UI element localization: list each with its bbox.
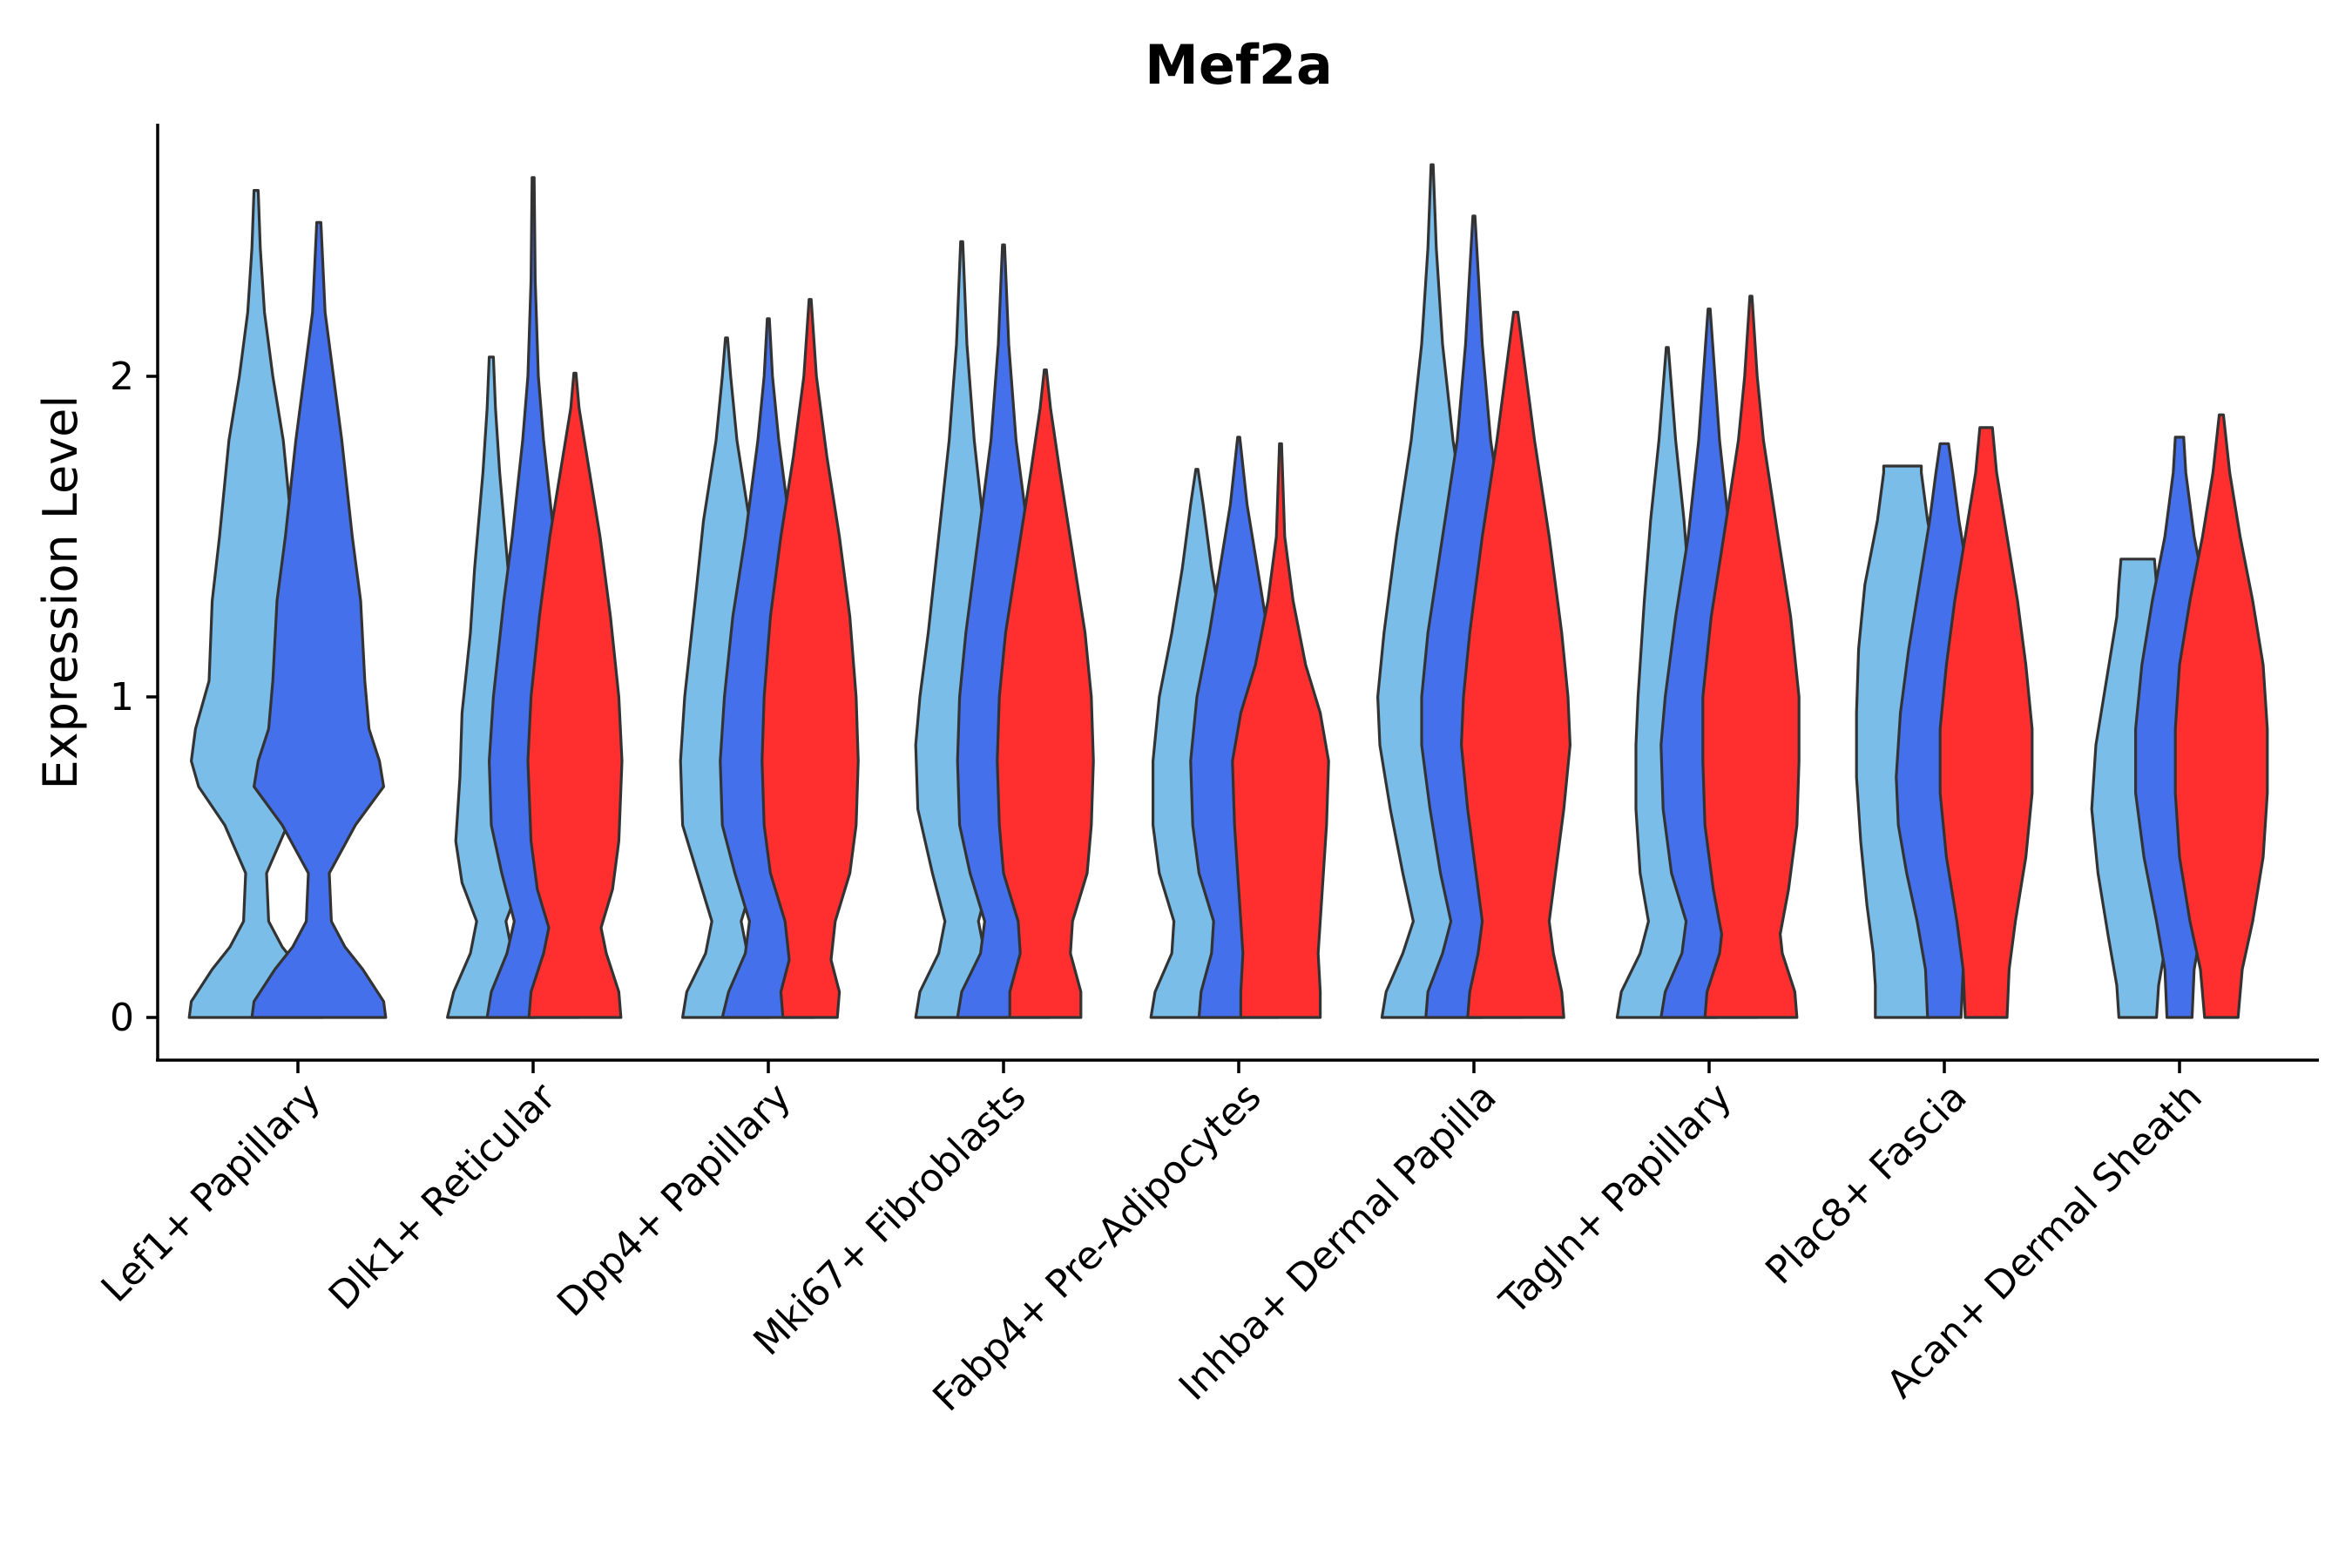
violin-17 <box>1460 310 1571 1019</box>
x-tick-label: Lef1+ Papillary <box>93 1075 329 1311</box>
violin-20 <box>1701 294 1801 1019</box>
violin-5 <box>526 371 624 1019</box>
x-tick-label: Dpp4+ Papillary <box>549 1075 800 1326</box>
violins-layer <box>187 163 2269 1019</box>
chart-title: Mef2a <box>1145 33 1333 97</box>
violin-14 <box>1231 442 1330 1019</box>
y-tick-label: 1 <box>110 675 134 720</box>
violin-2 <box>250 220 388 1019</box>
y-ticks-layer: 0 1 2 <box>110 355 158 1040</box>
violin-23 <box>1938 426 2034 1019</box>
violin-11 <box>996 368 1095 1019</box>
x-tick-label: Dlk1+ Reticular <box>321 1074 565 1319</box>
y-tick-label: 2 <box>110 355 134 399</box>
x-tick-label: Tagln+ Papillary <box>1491 1075 1740 1324</box>
violin-8 <box>760 298 860 1019</box>
y-tick-label: 0 <box>110 996 134 1040</box>
violin-26 <box>2173 413 2269 1019</box>
x-tick-label: Plac8+ Fascia <box>1757 1075 1976 1294</box>
y-axis-label: Expression Level <box>33 395 88 790</box>
